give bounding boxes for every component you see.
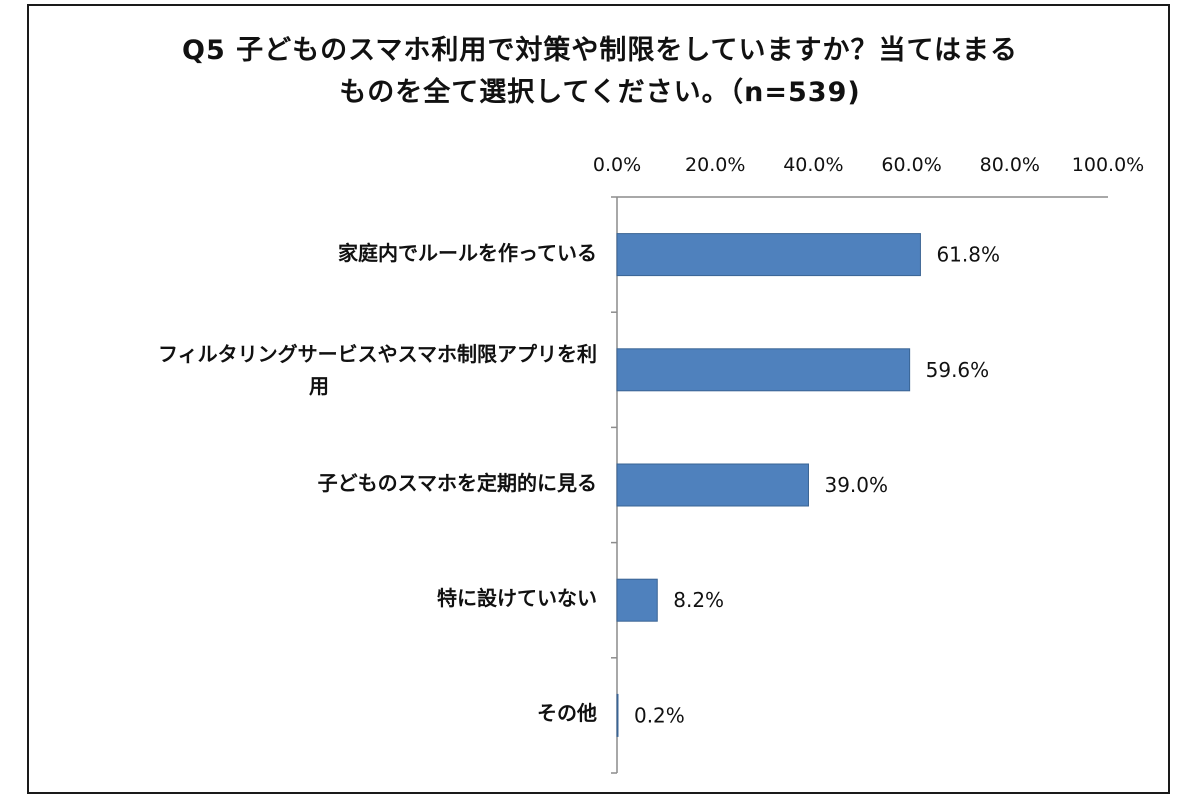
category-label-line: フィルタリングサービスやスマホ制限アプリを利	[158, 341, 597, 366]
bar	[616, 463, 809, 507]
category-label: その他	[37, 697, 597, 729]
chart-frame	[27, 4, 1170, 794]
category-label-line: 子どものスマホを定期的に見る	[317, 471, 597, 495]
x-tick-label: 20.0%	[685, 154, 745, 176]
category-label-line: 家庭内でルールを作っている	[338, 240, 597, 265]
category-label: 家庭内でルールを作っている	[37, 237, 597, 269]
value-label: 0.2%	[634, 703, 685, 727]
x-tick-label: 80.0%	[980, 154, 1040, 176]
chart-title-line-1: Q5 子どものスマホ利用で対策や制限をしていますか？当てはまる	[182, 35, 1018, 66]
bar	[616, 348, 911, 392]
bar	[616, 693, 619, 737]
bar	[616, 233, 921, 277]
x-tick-label: 0.0%	[593, 154, 641, 176]
category-label-line: 特に設けていない	[437, 586, 597, 611]
category-label-line: その他	[537, 701, 597, 726]
chart-title: Q5 子どものスマホ利用で対策や制限をしていますか？当てはまる ものを全て選択し…	[0, 30, 1200, 114]
category-label: 特に設けていない	[37, 582, 597, 614]
x-tick-label: 40.0%	[783, 154, 843, 176]
value-label: 39.0%	[824, 473, 888, 497]
value-label: 8.2%	[673, 588, 724, 612]
value-label: 59.6%	[926, 358, 990, 382]
chart-title-line-2: ものを全て選択してください。（n=539)	[339, 77, 861, 108]
category-label-line: 用	[309, 373, 329, 398]
x-tick-label: 100.0%	[1072, 154, 1144, 176]
value-label: 61.8%	[936, 243, 1000, 267]
category-label: 子どものスマホを定期的に見る	[37, 467, 597, 499]
x-tick-label: 60.0%	[881, 154, 941, 176]
category-label: フィルタリングサービスやスマホ制限アプリを利用	[37, 338, 597, 402]
bar	[616, 578, 658, 622]
